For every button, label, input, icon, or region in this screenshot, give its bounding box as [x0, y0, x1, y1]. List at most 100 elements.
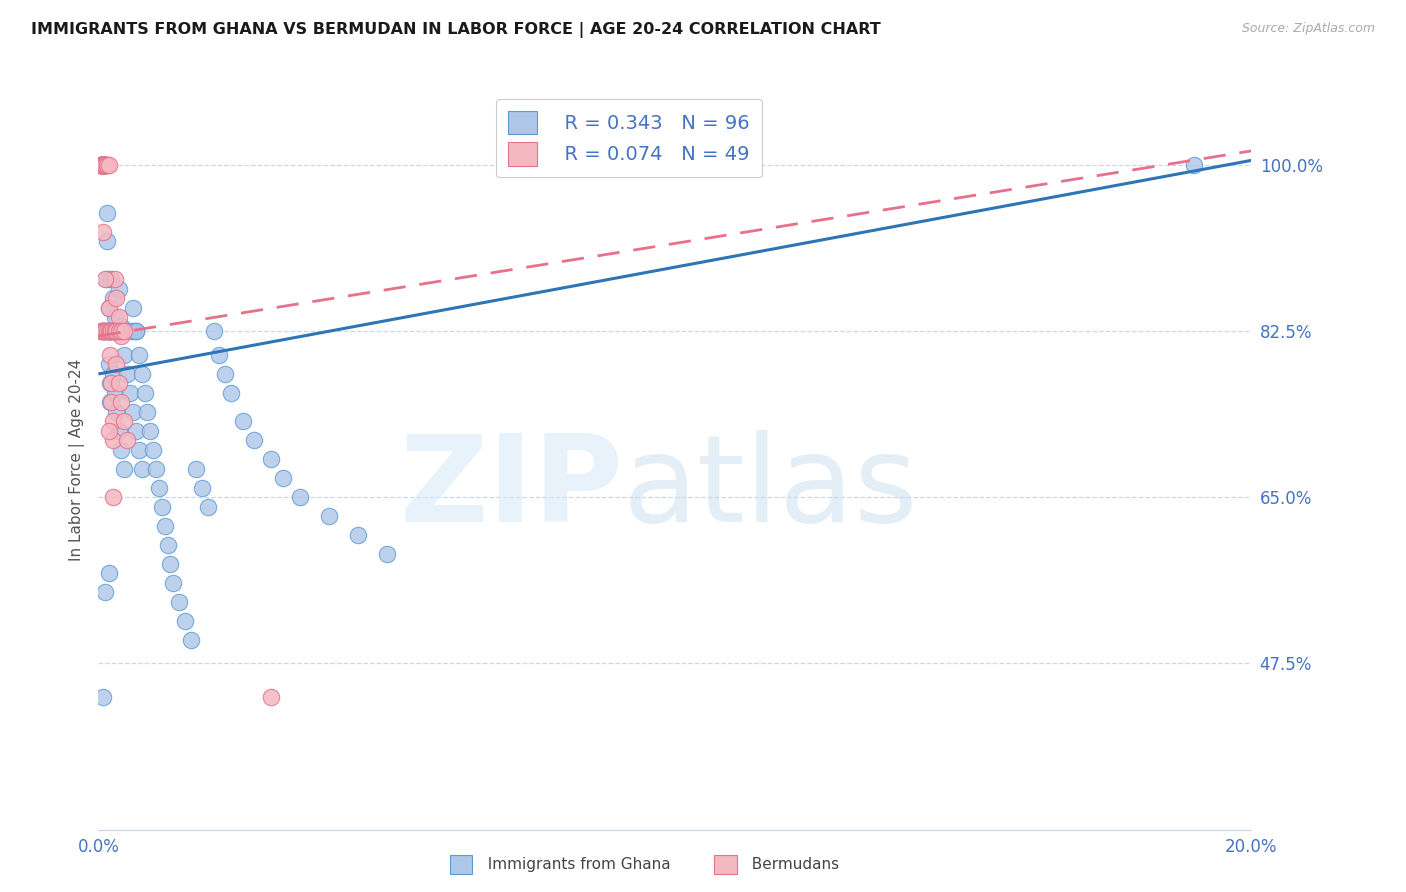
- Point: [90, 158, 112, 172]
- Point: [112, 462, 135, 476]
- Point: [103, 324, 125, 338]
- Point: [120, 386, 142, 401]
- Point: [191, 481, 214, 495]
- Point: [107, 324, 129, 338]
- Point: [104, 324, 127, 338]
- Point: [94, 158, 117, 172]
- Point: [101, 367, 124, 381]
- Point: [94, 158, 117, 172]
- Point: [318, 509, 340, 524]
- Point: [103, 272, 125, 286]
- Point: [107, 310, 129, 324]
- Point: [93, 158, 115, 172]
- Point: [271, 471, 294, 485]
- Point: [96, 324, 118, 338]
- Point: [90, 324, 112, 338]
- Point: [112, 324, 135, 338]
- Point: [96, 272, 118, 286]
- Point: [103, 324, 125, 338]
- Point: [100, 376, 122, 391]
- Point: [112, 414, 135, 428]
- Point: [96, 324, 118, 338]
- Point: [110, 324, 132, 338]
- Point: [128, 442, 150, 457]
- Point: [101, 414, 124, 428]
- Text: ZIP: ZIP: [399, 431, 623, 548]
- Point: [103, 324, 125, 338]
- Point: [93, 324, 115, 338]
- Point: [96, 158, 118, 172]
- Point: [104, 358, 127, 372]
- Point: [90, 324, 112, 338]
- Point: [104, 291, 127, 305]
- Point: [94, 158, 117, 172]
- Point: [156, 538, 179, 552]
- Point: [98, 376, 121, 391]
- Point: [90, 158, 112, 172]
- Point: [103, 310, 125, 324]
- Point: [91, 158, 114, 172]
- Point: [104, 405, 127, 419]
- Y-axis label: In Labor Force | Age 20-24: In Labor Force | Age 20-24: [69, 359, 84, 560]
- Point: [122, 324, 145, 338]
- Point: [101, 324, 124, 338]
- Point: [94, 324, 117, 338]
- Point: [91, 324, 114, 338]
- Point: [90, 158, 112, 172]
- Point: [112, 324, 135, 338]
- Point: [162, 575, 184, 590]
- Point: [97, 358, 120, 372]
- Point: [91, 158, 114, 172]
- Point: [260, 452, 283, 467]
- Point: [97, 324, 120, 338]
- Point: [120, 324, 142, 338]
- Point: [98, 348, 121, 362]
- Point: [186, 462, 208, 476]
- Point: [139, 424, 162, 438]
- Point: [101, 324, 124, 338]
- Point: [96, 158, 118, 172]
- Point: [100, 324, 122, 338]
- Bar: [714, 855, 737, 874]
- Point: [104, 324, 127, 338]
- Point: [145, 462, 167, 476]
- Point: [94, 272, 117, 286]
- Point: [110, 395, 132, 409]
- Point: [128, 348, 150, 362]
- Point: [117, 367, 139, 381]
- Point: [94, 158, 117, 172]
- Point: [110, 329, 132, 343]
- Point: [167, 595, 190, 609]
- Point: [112, 348, 135, 362]
- Point: [1182, 158, 1205, 172]
- Point: [180, 632, 202, 647]
- Point: [100, 324, 122, 338]
- Point: [117, 434, 139, 448]
- Point: [159, 557, 181, 571]
- Point: [98, 324, 121, 338]
- Text: Immigrants from Ghana: Immigrants from Ghana: [478, 857, 671, 871]
- Point: [90, 158, 112, 172]
- Point: [97, 324, 120, 338]
- Point: [202, 324, 225, 338]
- Legend:   R = 0.343   N = 96,   R = 0.074   N = 49: R = 0.343 N = 96, R = 0.074 N = 49: [496, 99, 762, 178]
- Point: [93, 158, 115, 172]
- Text: atlas: atlas: [623, 431, 918, 548]
- Point: [101, 434, 124, 448]
- Point: [94, 158, 117, 172]
- Point: [100, 395, 122, 409]
- Point: [91, 158, 114, 172]
- Text: Bermudans: Bermudans: [742, 857, 839, 871]
- Point: [122, 405, 145, 419]
- Point: [100, 324, 122, 338]
- Point: [260, 690, 283, 704]
- Point: [98, 324, 121, 338]
- Point: [90, 158, 112, 172]
- Point: [110, 324, 132, 338]
- Point: [101, 291, 124, 305]
- Point: [148, 481, 170, 495]
- Point: [107, 324, 129, 338]
- Point: [208, 348, 231, 362]
- Point: [90, 158, 112, 172]
- Point: [97, 301, 120, 315]
